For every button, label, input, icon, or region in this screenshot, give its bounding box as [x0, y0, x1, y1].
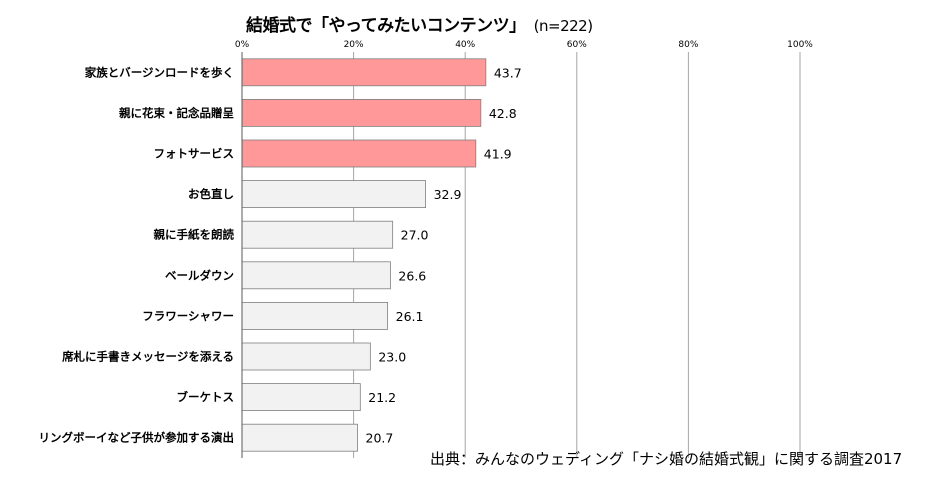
- bar: [241, 383, 361, 412]
- data-label: 42.8: [489, 106, 517, 121]
- data-label: 26.6: [398, 268, 426, 283]
- x-tick-label: 60%: [567, 40, 587, 50]
- category-label: 親に花束・記念品贈呈: [119, 106, 234, 120]
- bar: [241, 220, 394, 249]
- data-label: 23.0: [378, 350, 406, 365]
- source-note: 出典：みんなのウェディング「ナシ婚の結婚式観」に関する調査2017: [430, 450, 903, 468]
- category-label: フォトサービス: [154, 147, 235, 161]
- data-label: 41.9: [484, 147, 512, 162]
- category-label: お色直し: [188, 187, 234, 201]
- bar: [241, 58, 487, 87]
- data-label: 43.7: [494, 65, 522, 80]
- bar: [241, 180, 426, 209]
- bar: [241, 261, 391, 290]
- category-label: ブーケトス: [177, 390, 235, 404]
- category-label: 家族とバージンロードを歩く: [85, 65, 234, 79]
- x-tick-label: 20%: [344, 40, 364, 50]
- bar: [241, 423, 358, 452]
- chart-title: 結婚式で「やってみたいコンテンツ」 (n=222): [246, 11, 593, 36]
- category-label: 席札に手書きメッセージを添える: [62, 350, 234, 364]
- data-label: 21.2: [368, 390, 396, 405]
- chart-title-text: 結婚式で「やってみたいコンテンツ」: [246, 16, 526, 36]
- x-tick-label: 0%: [235, 40, 250, 50]
- category-label: 親に手紙を朗読: [154, 228, 235, 242]
- bar: [241, 139, 477, 168]
- x-tick-label: 100%: [787, 40, 813, 50]
- data-label: 20.7: [366, 431, 394, 446]
- data-label: 27.0: [401, 228, 429, 243]
- category-label: ベールダウン: [165, 268, 234, 282]
- x-tick-label: 80%: [678, 40, 698, 50]
- x-tick-label: 40%: [455, 40, 475, 50]
- bar: [241, 301, 389, 330]
- data-label: 26.1: [396, 309, 424, 324]
- bar: [241, 99, 482, 127]
- bar: [241, 342, 371, 371]
- category-label: リングボーイなど子供が参加する演出: [39, 431, 235, 445]
- data-label: 32.9: [434, 187, 462, 202]
- sample-size: (n=222): [533, 17, 593, 35]
- category-label: フラワーシャワー: [142, 309, 234, 323]
